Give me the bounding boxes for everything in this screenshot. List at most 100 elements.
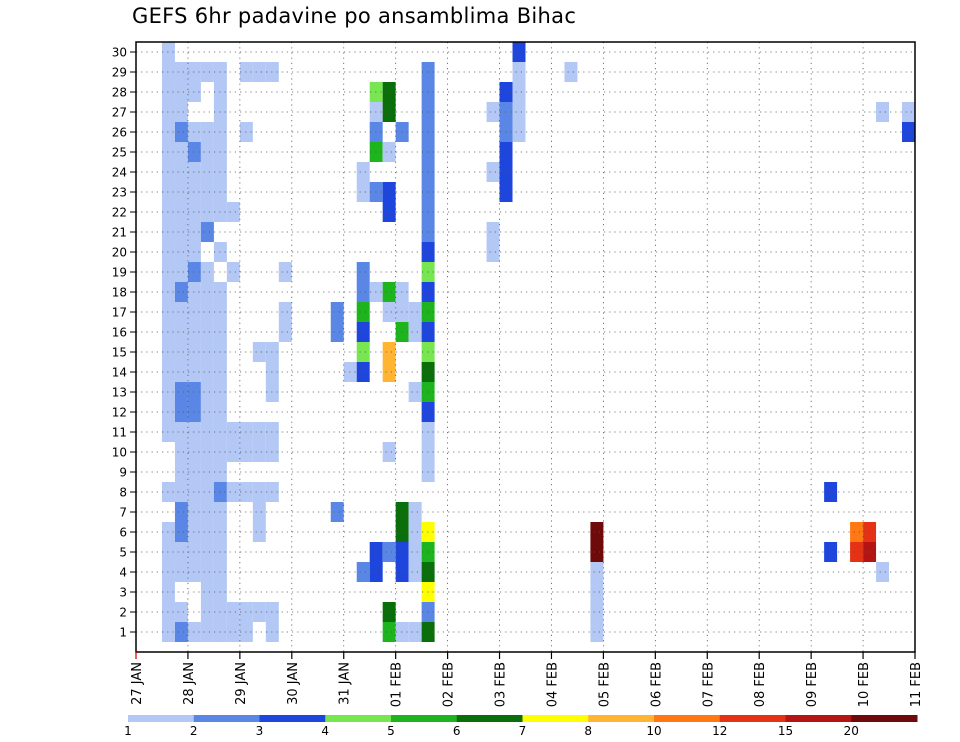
heatmap-cell	[187, 182, 201, 202]
heatmap-cell	[356, 562, 370, 582]
y-tick-label: 8	[119, 486, 127, 500]
y-tick-label: 24	[112, 166, 127, 180]
heatmap-cell	[174, 202, 188, 222]
heatmap-cell	[512, 42, 526, 62]
heatmap-cell	[330, 502, 344, 522]
heatmap-cell	[486, 242, 500, 262]
heatmap-cell	[200, 322, 214, 342]
plot-frame	[135, 41, 916, 653]
heatmap-cell	[161, 262, 175, 282]
heatmap-cell	[174, 482, 188, 502]
heatmap-cell	[161, 102, 175, 122]
x-tick-label: 31 JAN	[338, 662, 353, 705]
heatmap-cell	[174, 602, 188, 622]
heatmap-cell	[252, 342, 266, 362]
heatmap-cell	[850, 522, 864, 542]
colorbar-label: 3	[256, 724, 264, 738]
heatmap-cell	[161, 522, 175, 542]
heatmap-cell	[226, 202, 240, 222]
heatmap-cell	[486, 102, 500, 122]
heatmap-cell	[161, 122, 175, 142]
heatmap-cell	[356, 322, 370, 342]
heatmap-cell	[187, 302, 201, 322]
heatmap-cell	[382, 102, 396, 122]
heatmap-cell	[174, 382, 188, 402]
x-tick-label: 01 FEB	[390, 662, 405, 707]
colorbar: 1 2 3 4 5 6 7 8 10 12 15 20	[124, 715, 918, 738]
colorbar-segment	[588, 715, 655, 722]
heatmap-cell	[226, 422, 240, 442]
heatmap-cell	[187, 262, 201, 282]
y-tick-label: 22	[112, 206, 127, 220]
y-tick-label: 20	[112, 246, 127, 260]
heatmap-cell	[161, 342, 175, 362]
heatmap-cell	[200, 142, 214, 162]
y-tick-label: 10	[112, 446, 127, 460]
heatmap-cell	[200, 162, 214, 182]
heatmap-cell	[200, 282, 214, 302]
heatmap-cell	[187, 402, 201, 422]
heatmap-cell	[174, 262, 188, 282]
heatmap-cell	[200, 342, 214, 362]
heatmap-cell	[161, 482, 175, 502]
heatmap-cell	[200, 622, 214, 642]
heatmap-cell	[161, 362, 175, 382]
y-tick-label: 5	[119, 546, 127, 560]
heatmap-cell	[200, 222, 214, 242]
y-tick-label: 15	[112, 346, 127, 360]
heatmap-cell	[278, 322, 292, 342]
heatmap-cell	[356, 182, 370, 202]
heatmap-cell	[161, 202, 175, 222]
colorbar-label: 7	[519, 724, 527, 738]
heatmap-cell	[174, 622, 188, 642]
heatmap-cell	[512, 82, 526, 102]
heatmap-cell	[187, 62, 201, 82]
heatmap-cell	[200, 522, 214, 542]
heatmap-cell	[200, 542, 214, 562]
heatmap-cell	[408, 302, 422, 322]
heatmap-cell	[356, 282, 370, 302]
y-tick-label: 21	[112, 226, 127, 240]
heatmap-cell	[486, 222, 500, 242]
colorbar-segment	[456, 715, 523, 722]
x-tick-label: 11 FEB	[909, 662, 924, 707]
colorbar-segment	[851, 715, 918, 722]
heatmap-cell	[226, 442, 240, 462]
heatmap-cell	[200, 502, 214, 522]
heatmap-cell	[200, 402, 214, 422]
heatmap-cell	[161, 222, 175, 242]
y-tick-label: 18	[112, 286, 127, 300]
colorbar-segment	[325, 715, 392, 722]
heatmap-cell	[174, 342, 188, 362]
heatmap-cell	[200, 182, 214, 202]
heatmap-cell	[902, 122, 915, 142]
heatmap-cell	[174, 242, 188, 262]
heatmap-cell	[174, 402, 188, 422]
colorbar-label: 6	[453, 724, 461, 738]
y-tick-label: 9	[119, 466, 127, 480]
y-tick-label: 25	[112, 146, 127, 160]
y-tick-label: 26	[112, 126, 127, 140]
heatmap-cell	[382, 142, 396, 162]
colorbar-label: 2	[190, 724, 198, 738]
heatmap-cell	[278, 302, 292, 322]
heatmap-cell	[356, 302, 370, 322]
heatmap-cell	[174, 502, 188, 522]
colorbar-segment	[522, 715, 589, 722]
heatmap-cell	[356, 342, 370, 362]
heatmap-cell	[252, 442, 266, 462]
heatmap-cell	[161, 582, 175, 602]
heatmap-cell	[200, 382, 214, 402]
heatmap-cell	[187, 362, 201, 382]
x-tick-label: 02 FEB	[442, 662, 457, 707]
heatmap-cell	[252, 602, 266, 622]
heatmap-cell	[174, 62, 188, 82]
heatmap-cell	[356, 262, 370, 282]
heatmap-cell	[200, 602, 214, 622]
heatmap-cell	[564, 62, 578, 82]
heatmap-cell	[590, 582, 604, 602]
heatmap-cell	[200, 582, 214, 602]
heatmap-cell	[382, 602, 396, 622]
colorbar-label: 10	[646, 724, 661, 738]
chart-title: GEFS 6hr padavine po ansamblima Bihac	[132, 4, 577, 28]
